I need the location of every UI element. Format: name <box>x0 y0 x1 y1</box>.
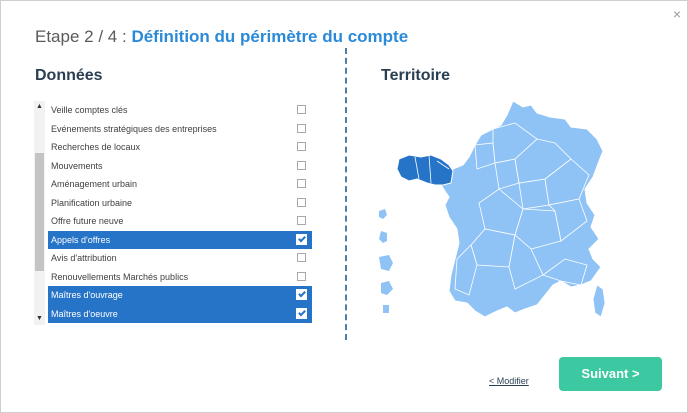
list-item-label: Renouvellements Marchés publics <box>51 271 189 282</box>
overseas-territories[interactable] <box>379 209 393 313</box>
list-scrollbar[interactable]: ▲ ▼ <box>34 101 45 325</box>
france-departments-map[interactable] <box>375 99 615 329</box>
department-shape[interactable] <box>492 122 538 164</box>
list-item-label: Mouvements <box>51 160 103 171</box>
martinique-shape[interactable] <box>379 231 387 243</box>
reunion-shape[interactable] <box>381 281 393 295</box>
department-shape[interactable] <box>518 178 550 210</box>
title-separator: : <box>121 27 127 46</box>
mayotte-shape[interactable] <box>383 305 389 313</box>
list-item[interactable]: Aménagement urbain <box>48 175 312 194</box>
modify-link[interactable]: < Modifier <box>489 376 529 386</box>
list-item[interactable]: Evénements stratégiques des entreprises <box>48 120 312 139</box>
checkbox[interactable] <box>296 289 307 300</box>
checkbox[interactable] <box>296 307 307 319</box>
list-item-label: Aménagement urbain <box>51 179 138 189</box>
list-item[interactable]: Maîtres d'oeuvre <box>48 304 312 323</box>
list-item-label: Appels d'offres <box>51 234 111 245</box>
scroll-up-arrow-icon[interactable]: ▲ <box>36 103 43 110</box>
list-item[interactable]: Avis d'attribution <box>48 249 312 268</box>
list-item[interactable]: Renouvellements Marchés publics <box>48 268 312 287</box>
donnees-heading: Données <box>35 67 103 84</box>
list-item[interactable]: Mouvements <box>48 157 312 176</box>
checkbox[interactable] <box>297 271 306 281</box>
list-item-label: Planification urbaine <box>51 197 133 208</box>
list-item[interactable]: Recherches de locaux <box>48 138 312 157</box>
list-item-label: Maîtres d'oeuvre <box>51 308 118 319</box>
checkbox[interactable] <box>297 142 306 151</box>
list-item[interactable]: Veille comptes clés <box>48 101 312 120</box>
step-indicator: Etape 2 / 4 <box>35 27 118 46</box>
list-item-label: Evénements stratégiques des entreprises <box>51 123 217 134</box>
bretagne-region[interactable] <box>396 154 454 186</box>
list-item[interactable]: Planification urbaine <box>48 194 312 213</box>
checkmark-icon <box>298 289 306 298</box>
checkmark-icon <box>298 234 306 242</box>
donnees-rows: Veille comptes clés Evénements stratégiqu… <box>48 101 312 323</box>
wizard-title: Etape 2 / 4 : Définition du périmètre du… <box>35 27 408 47</box>
checkbox[interactable] <box>297 105 306 114</box>
checkbox[interactable] <box>297 160 306 170</box>
department-shape[interactable] <box>542 258 588 286</box>
mainland-departments[interactable] <box>440 100 604 318</box>
list-item[interactable]: Appels d'offres <box>48 230 312 249</box>
guadeloupe-shape[interactable] <box>379 209 387 219</box>
territoire-heading: Territoire <box>381 67 451 84</box>
list-item[interactable]: Offre future neuve <box>48 212 312 231</box>
list-item[interactable]: Maîtres d'ouvrage <box>48 286 312 305</box>
list-item-label: Recherches de locaux <box>51 142 141 152</box>
step-title: Définition du périmètre du compte <box>131 27 409 46</box>
list-item-label: Maîtres d'ouvrage <box>51 290 123 300</box>
department-shape[interactable] <box>470 228 516 268</box>
list-item-label: Offre future neuve <box>51 216 124 226</box>
corse-shape[interactable] <box>592 284 606 318</box>
scroll-thumb[interactable] <box>35 153 44 271</box>
checkbox[interactable] <box>297 216 306 225</box>
checkbox[interactable] <box>297 179 306 188</box>
checkbox[interactable] <box>297 123 306 133</box>
checkbox[interactable] <box>296 233 307 245</box>
checkbox[interactable] <box>297 197 306 207</box>
close-icon[interactable]: × <box>672 6 682 22</box>
department-shape[interactable] <box>514 208 562 250</box>
department-shape[interactable] <box>548 198 588 242</box>
list-item-label: Avis d'attribution <box>51 253 117 263</box>
bretagne-region[interactable] <box>414 154 450 184</box>
checkbox[interactable] <box>297 253 306 262</box>
section-divider <box>345 48 347 340</box>
department-shape[interactable] <box>454 244 478 296</box>
next-button[interactable]: Suivant > <box>559 357 662 391</box>
guyane-shape[interactable] <box>379 255 393 271</box>
scroll-down-arrow-icon[interactable]: ▼ <box>36 315 43 322</box>
checkmark-icon <box>298 308 306 316</box>
department-shape[interactable] <box>508 234 544 290</box>
list-item-label: Veille comptes clés <box>51 105 128 115</box>
donnees-list[interactable]: ▲ ▼ Veille comptes clés Evénements straté… <box>34 101 312 325</box>
